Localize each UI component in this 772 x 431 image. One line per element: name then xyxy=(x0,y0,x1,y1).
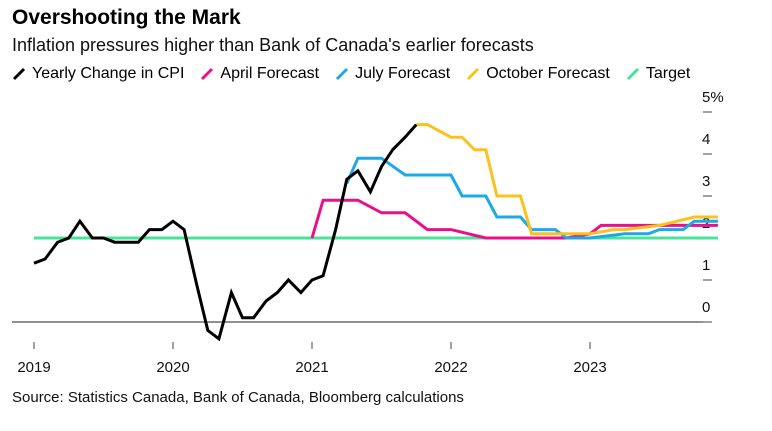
legend-label: July Forecast xyxy=(355,65,451,82)
legend-label: Target xyxy=(645,65,691,82)
x-tick-label: 2019 xyxy=(17,359,50,376)
legend-label: Yearly Change in CPI xyxy=(32,65,185,82)
legend-swatch-icon xyxy=(467,67,480,81)
source-note: Source: Statistics Canada, Bank of Canad… xyxy=(12,389,464,406)
legend-item: April Forecast xyxy=(200,65,319,83)
legend-item: Yearly Change in CPI xyxy=(12,65,184,83)
y-tick-label: 3 xyxy=(702,173,710,190)
chart-title: Overshooting the Mark xyxy=(12,6,241,29)
legend-item: Target xyxy=(626,65,690,83)
y-tick-label: 4 xyxy=(702,131,710,148)
x-tick-label: 2022 xyxy=(434,359,467,376)
y-tick-label: 5% xyxy=(702,89,724,106)
series-line-april-forecast xyxy=(310,198,718,240)
chart-subtitle: Inflation pressures higher than Bank of … xyxy=(12,35,534,55)
legend-swatch-icon xyxy=(201,67,214,81)
legend-label: April Forecast xyxy=(220,65,320,82)
y-tick-label: 0 xyxy=(702,299,710,316)
series-line-july-forecast xyxy=(345,156,718,240)
y-tick-label: 2 xyxy=(702,215,710,232)
series-line-october-forecast xyxy=(416,123,718,236)
legend-swatch-icon xyxy=(336,67,349,81)
x-tick-label: 2023 xyxy=(573,359,606,376)
legend-label: October Forecast xyxy=(486,65,610,82)
legend: Yearly Change in CPI April Forecast July F… xyxy=(12,65,706,83)
legend-item: October Forecast xyxy=(466,65,610,83)
legend-swatch-icon xyxy=(12,67,26,81)
y-tick-label: 1 xyxy=(702,257,710,274)
series-line-yearly-change-in-cpi xyxy=(33,123,418,342)
legend-item: July Forecast xyxy=(335,65,450,83)
legend-swatch-icon xyxy=(626,67,639,81)
x-tick-label: 2020 xyxy=(156,359,189,376)
x-tick-label: 2021 xyxy=(295,359,328,376)
